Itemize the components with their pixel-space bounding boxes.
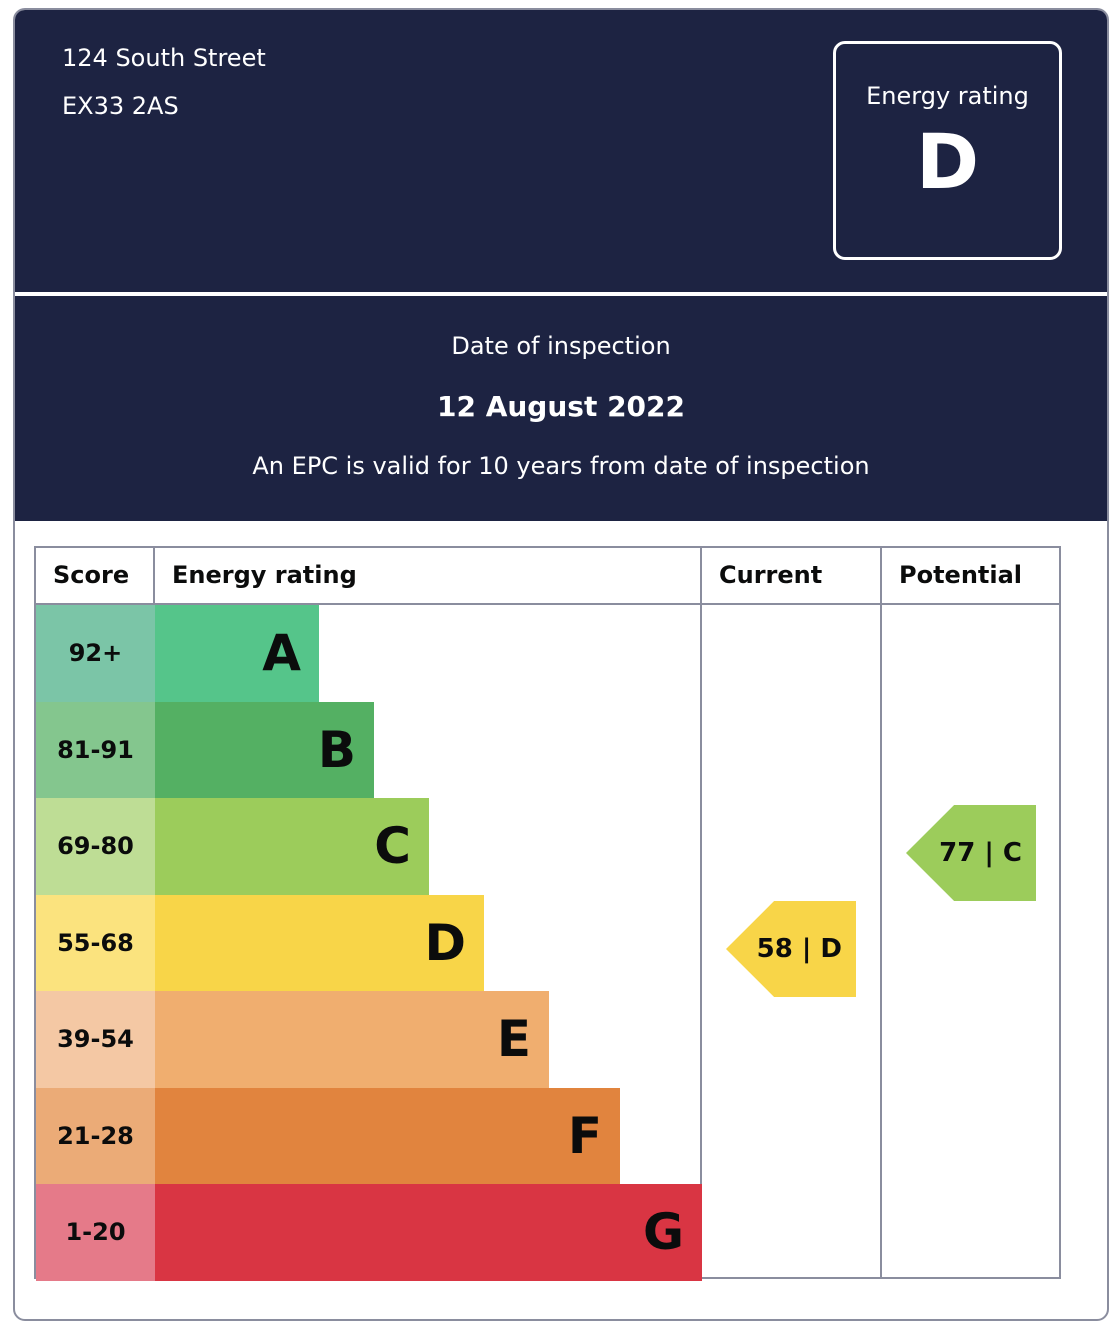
- header: 124 South Street EX33 2AS Energy rating …: [15, 10, 1107, 292]
- score-range: 21-28: [36, 1087, 155, 1184]
- score-range: 1-20: [36, 1184, 155, 1281]
- energy-rating-box: Energy rating D: [833, 41, 1062, 260]
- band-bar-a: A: [155, 605, 319, 702]
- score-range: 39-54: [36, 991, 155, 1088]
- column-divider: [700, 548, 702, 1277]
- potential-rating-arrow: 77 | C: [906, 805, 1036, 901]
- band-bar-d: D: [155, 894, 484, 991]
- rating-row-f: 21-28 F: [36, 1087, 702, 1184]
- score-range: 55-68: [36, 894, 155, 991]
- inspection-label: Date of inspection: [451, 332, 671, 360]
- divider: [15, 292, 1107, 296]
- header-score: Score: [36, 548, 155, 605]
- column-divider: [880, 548, 882, 1277]
- energy-rating-label: Energy rating: [866, 82, 1029, 110]
- rating-row-b: 81-91 B: [36, 701, 702, 798]
- rating-row-d: 55-68 D: [36, 894, 702, 991]
- column-divider: [153, 548, 155, 605]
- header-potential: Potential: [882, 548, 1061, 605]
- score-range: 81-91: [36, 701, 155, 798]
- validity-note: An EPC is valid for 10 years from date o…: [252, 452, 870, 480]
- rating-row-g: 1-20 G: [36, 1184, 702, 1281]
- potential-rating-label: 77 | C: [939, 838, 1022, 868]
- rating-row-e: 39-54 E: [36, 991, 702, 1088]
- band-bar-b: B: [155, 701, 374, 798]
- score-range: 69-80: [36, 798, 155, 895]
- band-bar-c: C: [155, 798, 429, 895]
- header-current: Current: [702, 548, 882, 605]
- band-bar-f: F: [155, 1087, 620, 1184]
- score-range: 92+: [36, 605, 155, 702]
- rating-row-c: 69-80 C: [36, 798, 702, 895]
- rating-row-a: 92+ A: [36, 605, 702, 702]
- current-rating-label: 58 | D: [756, 934, 842, 964]
- current-rating-arrow: 58 | D: [726, 901, 856, 997]
- address-line-1: 124 South Street: [62, 44, 266, 72]
- band-bar-e: E: [155, 991, 549, 1088]
- inspection-panel: Date of inspection 12 August 2022 An EPC…: [15, 296, 1107, 521]
- energy-rating-value: D: [915, 117, 980, 206]
- address-postcode: EX33 2AS: [62, 92, 179, 120]
- energy-rating-table: Score Energy rating Current Potential 92…: [34, 546, 1061, 1281]
- header-energy-rating: Energy rating: [155, 548, 702, 605]
- band-bar-g: G: [155, 1184, 702, 1281]
- inspection-date: 12 August 2022: [436, 390, 686, 423]
